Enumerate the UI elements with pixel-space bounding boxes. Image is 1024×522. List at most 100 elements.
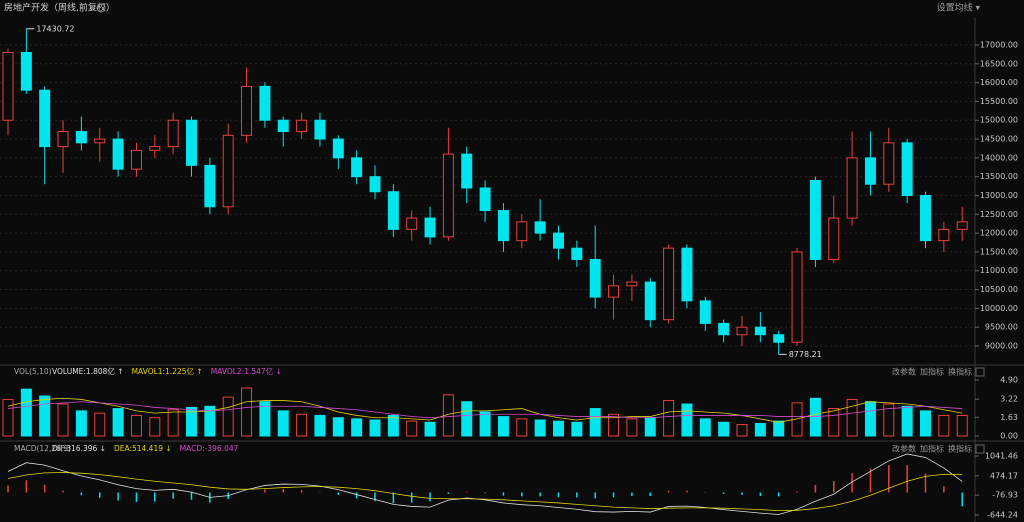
volume-bar <box>479 411 491 437</box>
candle-body <box>57 131 69 148</box>
y-tick-label: 11500.00 <box>980 247 1018 256</box>
annotation-label: 17430.72 <box>36 24 74 33</box>
y-tick-label: 15500.00 <box>980 97 1018 106</box>
candle-body <box>920 194 931 242</box>
panel-button[interactable]: 加指标 <box>920 444 944 454</box>
candle-body <box>351 157 363 178</box>
candle-body <box>20 52 32 91</box>
y-tick-label: 14500.00 <box>980 135 1018 144</box>
candle-body <box>809 179 821 260</box>
volume-bar <box>809 397 821 437</box>
close-button[interactable] <box>975 367 985 377</box>
volume-bar <box>94 412 106 437</box>
y-tick-label: 15000.00 <box>980 116 1018 125</box>
legend-entry: MACD:-396.047 <box>180 444 239 453</box>
ma-button[interactable]: 设置均线 ▾ <box>937 2 981 14</box>
candle-body <box>828 217 840 260</box>
candle-body <box>571 247 583 260</box>
settings-icon[interactable] <box>96 3 106 13</box>
candle-body <box>461 153 473 189</box>
candle-body <box>699 300 711 324</box>
candle-body <box>663 247 675 321</box>
annotation-label: 8778.21 <box>789 350 822 359</box>
panel-button[interactable]: 改参数 <box>892 444 916 454</box>
candle-body <box>589 258 601 298</box>
indicator-line <box>7 472 963 512</box>
candle-body <box>387 191 399 230</box>
volume-bar <box>351 418 363 437</box>
panel-button[interactable]: 改参数 <box>892 367 916 377</box>
candle-body <box>718 322 730 336</box>
volume-bar <box>332 417 344 437</box>
candle-body <box>241 85 253 136</box>
volume-bar <box>608 413 620 437</box>
volume-bar <box>736 424 748 437</box>
candle-body <box>479 187 491 212</box>
candle-body <box>901 142 913 196</box>
candle-body <box>534 221 546 234</box>
candle-body <box>406 217 418 230</box>
volume-bar <box>314 414 326 437</box>
volume-bar <box>406 420 418 437</box>
candle-body <box>736 326 748 336</box>
y-tick-label: -76.93 <box>992 491 1018 500</box>
y-tick-label: 0.00 <box>1000 432 1018 441</box>
volume-bar <box>920 410 931 437</box>
volume-bar <box>222 396 234 437</box>
volume-bar <box>2 398 14 437</box>
volume-bar <box>57 403 69 437</box>
candle-body <box>204 164 216 208</box>
volume-bar <box>938 414 950 437</box>
volume-bar <box>956 414 968 437</box>
candle-body <box>130 149 142 170</box>
volume-bar <box>296 413 308 437</box>
y-tick-label: 10000.00 <box>980 304 1018 313</box>
candle-body <box>553 232 564 249</box>
candle-body <box>149 146 161 151</box>
panel-button[interactable]: 加指标 <box>920 367 944 377</box>
indicator-line <box>7 401 963 419</box>
indicator-line <box>7 397 963 423</box>
y-tick-label: 13500.00 <box>980 172 1018 181</box>
volume-bar <box>277 410 289 437</box>
y-tick-label: 17000.00 <box>980 40 1018 49</box>
candle-body <box>608 285 620 298</box>
volume-bar <box>39 395 51 437</box>
y-tick-label: 11000.00 <box>980 266 1018 275</box>
volume-bar <box>186 406 197 437</box>
y-tick-label: 16000.00 <box>980 78 1018 87</box>
candle-body <box>2 52 14 121</box>
candle-body <box>846 157 858 219</box>
y-tick-label: 9500.00 <box>985 323 1018 332</box>
candle-body <box>314 119 326 140</box>
volume-bar <box>589 408 601 437</box>
candle-body <box>332 138 344 159</box>
close-button[interactable] <box>975 444 985 454</box>
legend-entry: MAVOL1:1.225亿 ↑ <box>132 366 203 376</box>
candle-body <box>39 89 51 148</box>
candle-body <box>754 326 766 336</box>
y-tick-label: 1041.46 <box>985 452 1018 461</box>
candle-body <box>497 210 509 242</box>
candle-body <box>167 119 179 148</box>
volume-bar <box>681 403 693 437</box>
y-tick-label: 12500.00 <box>980 210 1018 219</box>
volume-bar <box>626 418 638 437</box>
volume-bar <box>424 421 436 437</box>
volume-bar <box>534 419 546 437</box>
candle-body <box>222 134 234 208</box>
y-tick-label: 4.90 <box>1000 376 1018 385</box>
candle-body <box>277 119 289 133</box>
volume-bar <box>883 403 895 437</box>
volume-bar <box>387 414 399 437</box>
panel-button[interactable]: 换指标 <box>948 367 972 377</box>
indicator-line <box>7 453 963 515</box>
volume-bar <box>167 409 179 437</box>
candle-body <box>75 131 87 144</box>
panel-button[interactable]: 换指标 <box>948 444 972 454</box>
y-tick-label: 474.17 <box>990 471 1018 480</box>
volume-bar <box>369 419 381 437</box>
volume-bar <box>754 422 766 437</box>
candle-body <box>773 334 785 343</box>
